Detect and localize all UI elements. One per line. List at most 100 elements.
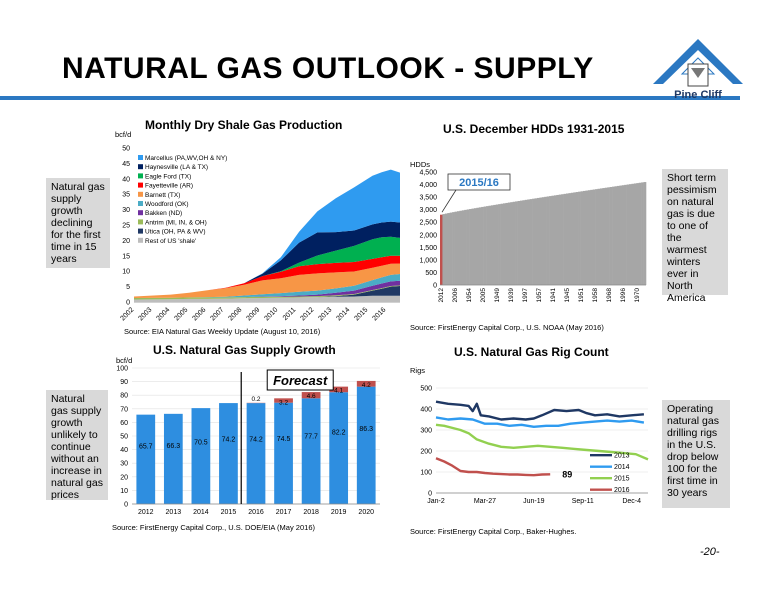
hdd-bar [488, 205, 492, 285]
x-tick-label: 2007 [209, 306, 225, 322]
x-tick-label: 1957 [536, 288, 543, 303]
area-series [134, 169, 400, 297]
shale-chart-title: Monthly Dry Shale Gas Production [145, 118, 343, 132]
hdd-y-label: HDDs [410, 160, 430, 169]
hdd-bar [512, 201, 516, 285]
y-tick-label: 0 [433, 283, 437, 290]
hdd-bar [440, 214, 443, 285]
supply-bar [136, 414, 156, 504]
hdd-bar [500, 203, 504, 285]
y-tick-label: 2,500 [419, 220, 437, 227]
supply-bar [163, 413, 183, 504]
legend-label: Utica (OH, PA & WV) [145, 229, 206, 236]
growth-value-label: 0.2 [251, 396, 260, 403]
hdd-bar [619, 185, 623, 285]
hdd-bar [505, 202, 509, 285]
growth-value-label: 4.2 [362, 382, 371, 389]
supply-y-label: bcf/d [116, 356, 133, 365]
hdd-bar [616, 185, 620, 285]
y-tick-label: 0 [124, 502, 128, 509]
line-series [435, 416, 645, 428]
y-tick-label: 4,500 [419, 170, 437, 177]
x-tick-label: 1949 [494, 288, 501, 303]
x-tick-label: 2014 [335, 306, 351, 322]
x-tick-label: Sep-11 [572, 498, 594, 505]
bar-value-label: 82.2 [332, 430, 346, 437]
area-series [134, 221, 400, 297]
hdd-bar [503, 203, 506, 285]
legend-label: Marcellus (PA,WV,OH & NY) [145, 155, 227, 162]
hdd-bar [624, 184, 627, 285]
bar-value-label: 77.7 [304, 433, 318, 440]
area-series [134, 236, 400, 297]
supply-bar [246, 403, 266, 504]
hdd-bar [595, 189, 598, 285]
hdd-bar [476, 207, 480, 285]
area-series [134, 280, 400, 298]
callout-label: 2015/16 [459, 177, 499, 189]
hdd-bar [597, 188, 601, 285]
y-tick-label: 100 [116, 366, 128, 373]
area-series [134, 285, 400, 300]
supply-bar [301, 398, 321, 504]
y-tick-label: 1,500 [419, 245, 437, 252]
hdd-bar [549, 196, 552, 285]
legend-swatch [138, 191, 143, 197]
y-tick-label: 3,500 [419, 195, 437, 202]
y-tick-label: 400 [420, 407, 432, 414]
line-series [435, 423, 649, 461]
hdd-bar [614, 186, 618, 285]
hdd-bar [631, 183, 635, 285]
y-tick-label: 60 [120, 420, 128, 427]
callout-box [447, 173, 511, 191]
hdd-bar [609, 186, 613, 285]
x-tick-label: 2014 [193, 509, 209, 516]
supply-chart-title: U.S. Natural Gas Supply Growth [153, 343, 336, 357]
x-tick-label: 1954 [466, 288, 473, 303]
hdd-bar [478, 207, 482, 285]
hdd-bar [447, 213, 450, 285]
y-tick-label: 3,000 [419, 207, 437, 214]
y-tick-label: 40 [120, 447, 128, 454]
x-tick-label: 1945 [564, 288, 571, 303]
hdd-bar [461, 210, 465, 285]
supply-bar [329, 392, 349, 504]
y-tick-label: 20 [120, 474, 128, 481]
page-number: -20- [700, 546, 720, 558]
hdd-bar [566, 193, 569, 285]
hdd-chart-title: U.S. December HDDs 1931-2015 [443, 122, 625, 136]
y-tick-label: 0 [126, 300, 130, 307]
hdd-bar [456, 211, 460, 285]
x-tick-label: 2006 [191, 306, 207, 322]
rigs-source: Source: FirstEnergy Capital Corp., Baker… [410, 527, 577, 536]
x-tick-label: 1970 [634, 288, 641, 303]
hdd-bar [636, 183, 640, 285]
growth-bar [301, 392, 321, 399]
hdd-bar [517, 200, 521, 285]
hdd-bar [539, 197, 543, 285]
hdd-bar [626, 184, 630, 285]
line-series [435, 400, 644, 421]
hdd-bar [638, 182, 642, 285]
legend-swatch [138, 155, 143, 160]
hdd-source: Source: FirstEnergy Capital Corp., U.S. … [410, 323, 604, 332]
x-tick-label: 2005 [480, 288, 487, 303]
hdd-bar [493, 204, 497, 285]
pine-cliff-logo: Pine Cliff [653, 39, 743, 101]
y-tick-label: 500 [420, 386, 432, 393]
callout-pointer [441, 189, 457, 213]
y-tick-label: 25 [122, 223, 130, 230]
supply-bar [219, 403, 238, 504]
hdd-bar [454, 211, 458, 285]
bar-value-label: 65.7 [139, 444, 153, 451]
x-tick-label: 2012 [299, 306, 315, 322]
x-tick-label: 2010 [263, 306, 279, 322]
hdd-bar [510, 202, 514, 285]
x-tick-label: 2009 [245, 306, 261, 322]
hdd-bar [602, 188, 606, 285]
hdd-bar [524, 199, 528, 285]
note-hdd: Short term pessimism on natural gas is d… [662, 169, 728, 304]
growth-value-label: 4.6 [307, 393, 316, 400]
legend-swatch [138, 173, 143, 179]
hdd-bar [629, 184, 632, 285]
